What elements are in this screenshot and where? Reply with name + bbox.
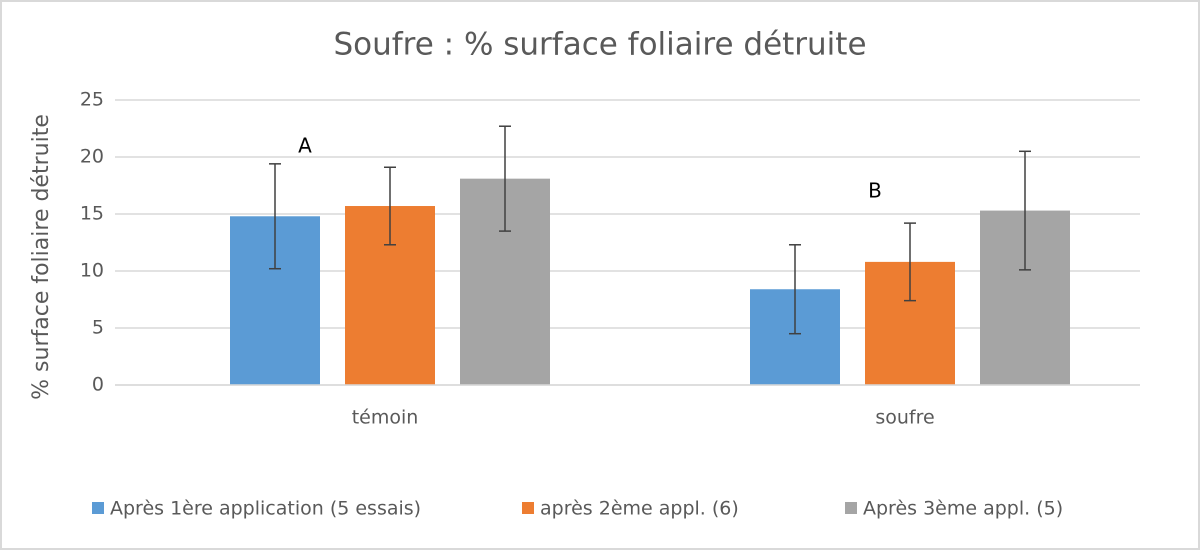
y-tick-label: 10 [80,260,104,282]
y-tick-label: 5 [92,317,104,339]
legend-swatch [522,502,534,514]
legend-swatch [845,502,857,514]
x-tick-label: témoin [352,407,419,429]
x-tick-label: soufre [875,407,934,429]
chart-title: Soufre : % surface foliaire détruite [333,27,866,63]
legend-label: après 2ème appl. (6) [540,498,739,520]
y-tick-label: 25 [80,89,104,111]
legend-swatch [92,502,104,514]
y-tick-label: 0 [92,374,104,396]
legend-label: Après 1ère application (5 essais) [110,498,421,520]
y-axis-label: % surface foliaire détruite [29,114,54,400]
annotation: B [868,179,882,203]
y-tick-label: 15 [80,203,104,225]
legend-label: Après 3ème appl. (5) [863,498,1063,520]
annotation: A [298,134,312,158]
y-tick-label: 20 [80,146,104,168]
